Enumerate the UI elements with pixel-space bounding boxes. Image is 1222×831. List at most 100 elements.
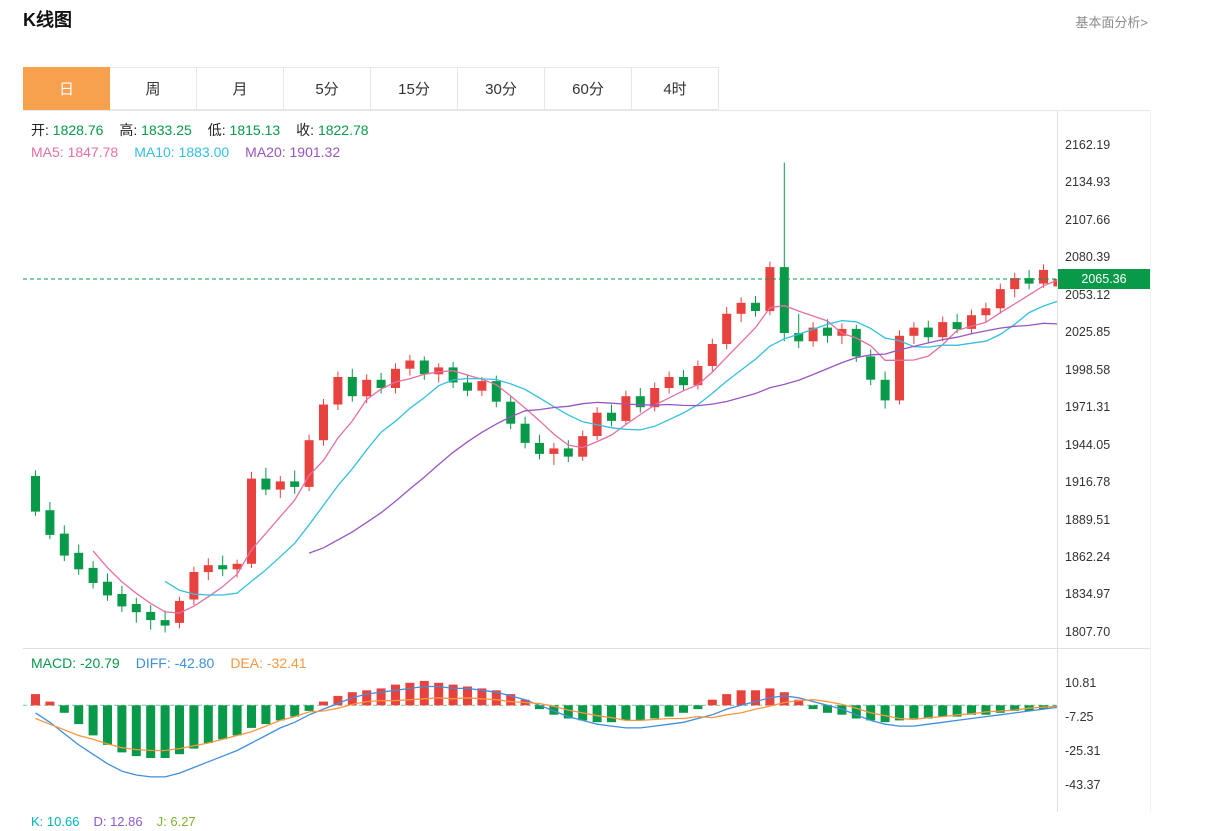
macd-item-1: DIFF: -42.80 [135,655,215,671]
macd-hist-bar [895,705,904,721]
price-axis-label: 2107.66 [1065,212,1111,227]
candle-body [59,533,69,556]
candle-body [866,356,876,380]
candle-body [607,412,616,421]
candle-body [247,478,256,564]
candle-body [837,328,847,336]
candlestick-canvas[interactable] [23,110,1057,648]
ohlc-item-1: 高: 1833.25 [119,122,192,138]
macd-hist-bar [146,705,156,758]
candle-body [160,620,170,626]
candle-body [535,442,544,454]
macd-hist-bar [938,705,948,717]
candle-body [1039,269,1048,284]
macd-hist-bar [160,705,170,758]
macd-hist-bar [319,701,328,706]
candle-body [31,475,40,512]
macd-axis-label: -43.37 [1065,778,1101,792]
macd-axis-label: -7.25 [1065,710,1094,724]
candle-body [808,327,818,342]
macd-hist-bar [664,705,674,717]
candle-body [1024,278,1034,284]
candle-body [578,436,588,457]
price-axis-label: 1971.31 [1065,400,1111,415]
macd-hist-bar [434,682,444,706]
macd-hist-bar [837,705,847,715]
ma-legend: MA5: 1847.78 MA10: 1883.00 MA20: 1901.32 [31,144,356,160]
price-axis-label: 2134.93 [1065,175,1111,190]
ohlc-item-0: 开: 1828.76 [31,122,104,138]
macd-axis-label: 10.81 [1065,676,1097,690]
macd-hist-bar [117,705,127,753]
tab-m5[interactable]: 5分 [284,67,371,110]
tab-m30[interactable]: 30分 [458,67,545,110]
ma-item-2: MA20: 1901.32 [245,144,341,160]
chart-container: 开: 1828.76 高: 1833.25 低: 1815.13 收: 1822.78… [23,110,1151,812]
macd-hist-bar [506,694,516,706]
candle-body [779,267,789,333]
macd-hist-bar [491,690,501,706]
price-axis-label: 1807.70 [1065,624,1111,639]
macd-hist-bar [103,705,112,745]
candle-body [376,379,386,388]
macd-hist-bar [779,692,789,706]
tab-h4[interactable]: 4时 [632,67,719,110]
macd-hist-bar [131,705,141,757]
candle-body [405,360,415,369]
macd-hist-bar [1010,705,1020,711]
macd-hist-bar [31,694,40,706]
macd-hist-bar [909,705,919,719]
candle-body [635,396,645,408]
macd-hist-bar [463,686,472,706]
kdj-item-0: K: 10.66 [31,814,80,829]
ohlc-item-2: 低: 1815.13 [207,122,281,138]
candle-body [103,581,112,596]
fundamental-analysis-link[interactable]: 基本面分析> [1075,15,1148,30]
candle-body [909,327,919,336]
candle-body [333,377,343,405]
macd-hist-bar [45,701,55,706]
tab-m60[interactable]: 60分 [545,67,632,110]
price-axis-label: 1944.05 [1065,437,1111,452]
macd-hist-bar [995,705,1005,713]
macd-hist-bar [981,705,991,715]
candle-body [506,401,516,424]
tab-m15[interactable]: 15分 [371,67,458,110]
tab-month[interactable]: 月 [197,67,284,110]
macd-hist-bar [549,705,559,715]
tab-day[interactable]: 日 [23,67,110,110]
macd-hist-bar [967,705,976,715]
macd-hist-bar [563,705,573,719]
macd-hist-bar [88,705,98,736]
macd-hist-bar [247,705,256,728]
ma10-line [164,300,1057,596]
tab-week[interactable]: 周 [110,67,197,110]
macd-hist-bar [635,705,645,721]
candle-body [751,302,760,311]
kdj-item-1: D: 12.86 [93,814,143,829]
macd-hist-bar [751,690,760,706]
ohlc-item-3: 收: 1822.78 [296,122,369,138]
macd-canvas[interactable] [23,649,1057,812]
candle-body [434,367,444,375]
macd-hist-bar [736,690,746,706]
candle-body [146,611,156,621]
candle-body [722,313,732,344]
ma-item-1: MA10: 1883.00 [134,144,230,160]
candle-body [664,377,674,388]
candle-body [218,565,228,570]
candle-body [304,440,314,487]
candle-body [275,481,285,490]
macd-hist-bar [59,705,69,713]
macd-hist-bar [74,705,84,725]
candle-body [319,404,328,441]
candle-body [131,604,141,613]
price-axis-line [1057,110,1058,812]
ma5-line [92,279,1057,614]
candle-body [981,308,991,316]
macd-legend: MACD: -20.79 DIFF: -42.80 DEA: -32.41 [31,655,323,671]
macd-hist-bar [376,688,386,706]
macd-hist-bar [232,705,242,736]
macd-hist-bar [952,705,962,717]
price-axis-label: 1862.24 [1065,549,1111,564]
